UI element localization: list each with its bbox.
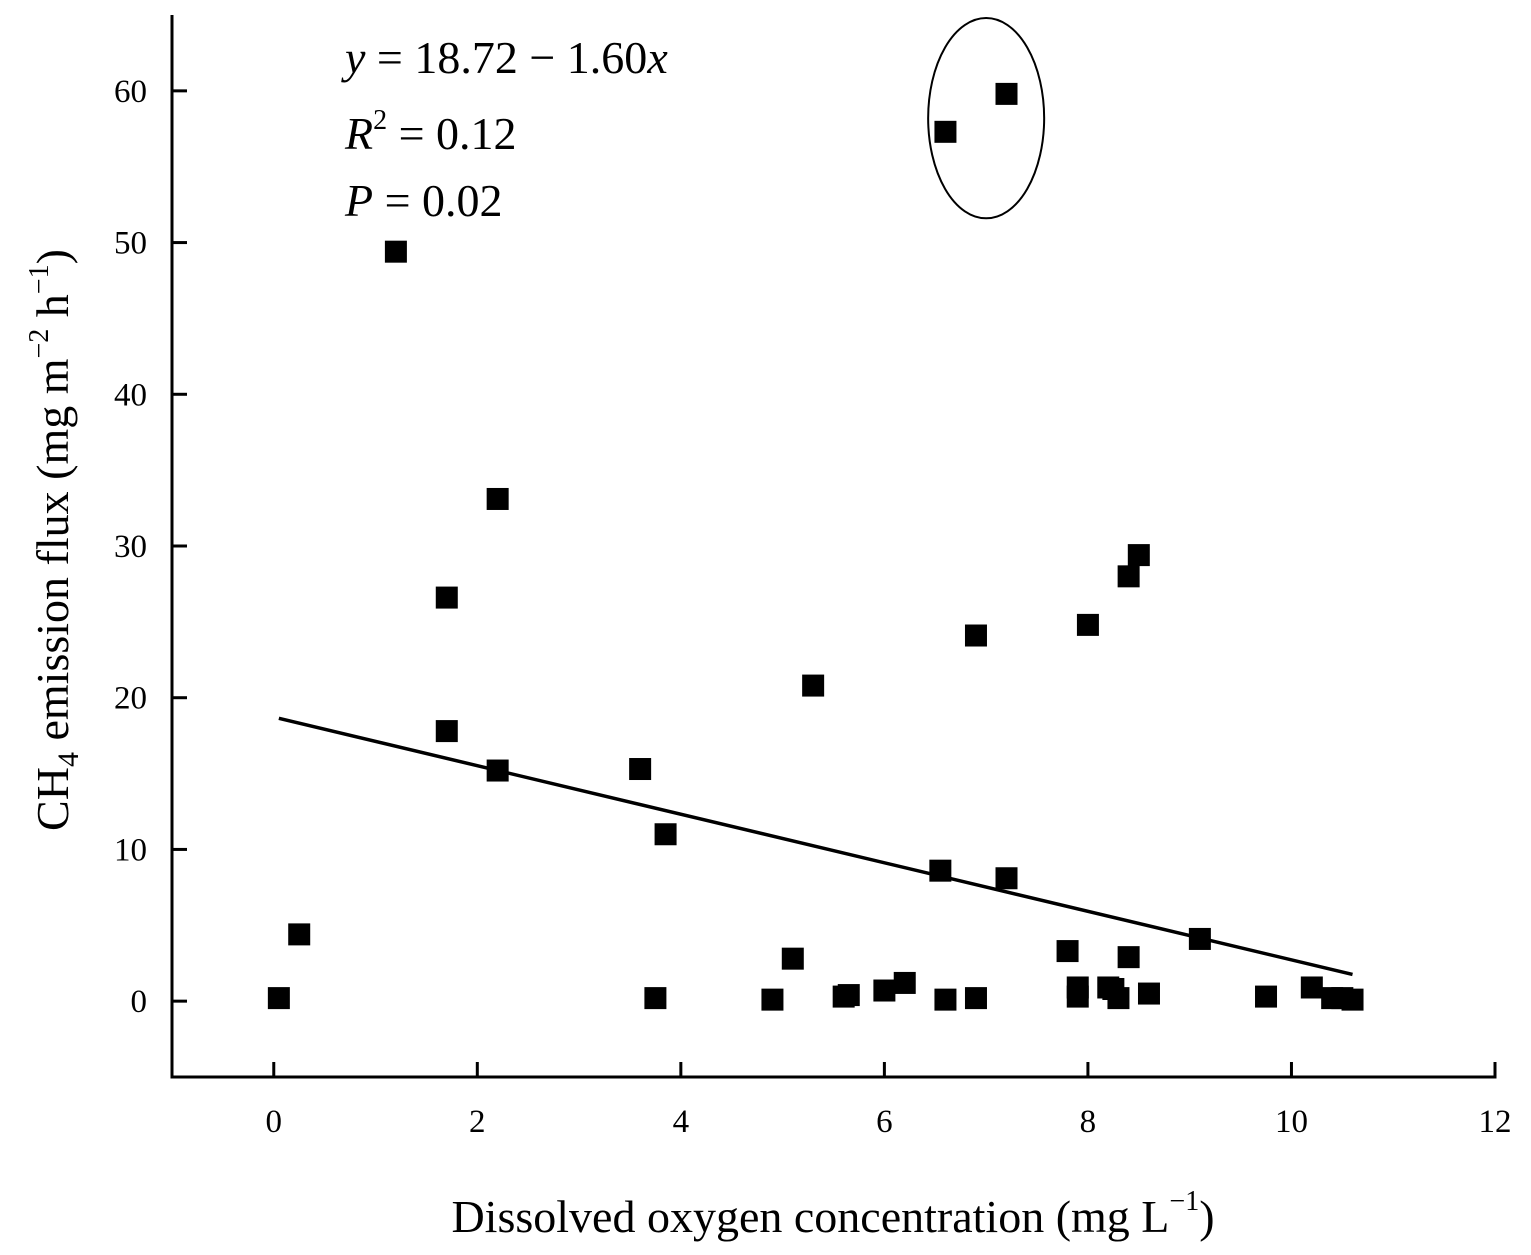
y-tick-label: 40 bbox=[114, 377, 147, 413]
data-point bbox=[654, 823, 677, 846]
data-point bbox=[486, 487, 509, 510]
x-tick-label: 4 bbox=[673, 1104, 690, 1140]
data-point bbox=[873, 979, 896, 1002]
r-superscript: 2 bbox=[373, 105, 387, 136]
y-tick-label: 20 bbox=[114, 681, 147, 717]
data-point bbox=[1255, 985, 1278, 1008]
x-tick-label: 10 bbox=[1275, 1104, 1308, 1140]
data-point bbox=[644, 987, 667, 1010]
data-point bbox=[802, 674, 825, 697]
y-title-close: ) bbox=[27, 249, 78, 264]
data-point bbox=[837, 984, 860, 1007]
data-point bbox=[435, 586, 458, 609]
data-points bbox=[267, 82, 1364, 1011]
r-squared: R2 = 0.12 bbox=[344, 105, 517, 159]
data-point bbox=[929, 859, 952, 882]
regression-equation: y = 18.72 − 1.60x bbox=[341, 32, 668, 83]
data-point bbox=[1076, 613, 1099, 636]
data-point bbox=[964, 624, 987, 647]
data-point bbox=[435, 720, 458, 743]
data-point bbox=[629, 758, 652, 781]
data-point bbox=[1107, 987, 1130, 1010]
data-point bbox=[288, 923, 311, 946]
y-tick-label: 0 bbox=[131, 984, 148, 1020]
data-point bbox=[995, 867, 1018, 890]
x-ticks: 0 2 4 6 8 10 12 bbox=[266, 1062, 1512, 1140]
y-tick-label: 50 bbox=[114, 226, 147, 262]
x-tick-label: 12 bbox=[1479, 1104, 1512, 1140]
x-title-sup: −1 bbox=[1169, 1186, 1199, 1217]
data-point bbox=[995, 82, 1018, 105]
data-point bbox=[781, 947, 804, 970]
data-point bbox=[1066, 985, 1089, 1008]
x-tick-label: 2 bbox=[469, 1104, 486, 1140]
y-title-mid2: h bbox=[27, 294, 78, 329]
data-point bbox=[893, 971, 916, 994]
data-point bbox=[1117, 946, 1140, 969]
y-tick-label: 10 bbox=[114, 832, 147, 868]
x-tick-label: 0 bbox=[266, 1104, 283, 1140]
data-point bbox=[267, 987, 290, 1010]
p-letter: P bbox=[344, 175, 373, 226]
data-point bbox=[934, 120, 957, 143]
p-value-number: = 0.02 bbox=[373, 175, 502, 226]
data-point bbox=[486, 759, 509, 782]
outlier-highlight-ellipse bbox=[927, 17, 1046, 220]
data-point bbox=[1188, 927, 1211, 950]
x-tick-label: 6 bbox=[876, 1104, 893, 1140]
data-point bbox=[1117, 565, 1140, 588]
data-point bbox=[934, 988, 957, 1011]
x-tick-label: 8 bbox=[1080, 1104, 1097, 1140]
y-title-subscript: 4 bbox=[52, 752, 85, 767]
y-ticks: 0 10 20 30 40 50 60 bbox=[114, 74, 187, 1020]
data-point bbox=[761, 988, 784, 1011]
eq-x-symbol: x bbox=[646, 32, 668, 83]
x-axis-title: Dissolved oxygen concentration (mg L−1) bbox=[451, 1186, 1214, 1242]
y-title-mid: emission flux (mg m bbox=[27, 358, 78, 752]
data-point bbox=[1300, 976, 1323, 999]
data-point bbox=[384, 240, 407, 263]
data-point bbox=[1127, 544, 1150, 567]
y-tick-label: 30 bbox=[114, 529, 147, 565]
data-point bbox=[964, 987, 987, 1010]
y-axis-title: CH4 emission flux (mg m−2 h−1) bbox=[24, 249, 85, 831]
r-letter: R bbox=[344, 108, 373, 159]
y-title-sup1: −2 bbox=[24, 329, 55, 359]
y-tick-label: 60 bbox=[114, 74, 147, 110]
regression-line bbox=[278, 716, 1353, 977]
p-value: P = 0.02 bbox=[344, 175, 503, 226]
data-point bbox=[1056, 940, 1079, 963]
eq-body: = 18.72 − 1.60 bbox=[365, 32, 647, 83]
y-title-sup2: −1 bbox=[24, 264, 55, 294]
eq-y-symbol: y bbox=[341, 32, 366, 83]
r-value: = 0.12 bbox=[387, 108, 516, 159]
x-title-main: Dissolved oxygen concentration (mg L bbox=[451, 1191, 1169, 1242]
data-point bbox=[1137, 982, 1160, 1005]
y-title-ch: CH bbox=[27, 767, 78, 831]
data-point bbox=[1341, 988, 1364, 1011]
x-title-close: ) bbox=[1199, 1191, 1214, 1242]
